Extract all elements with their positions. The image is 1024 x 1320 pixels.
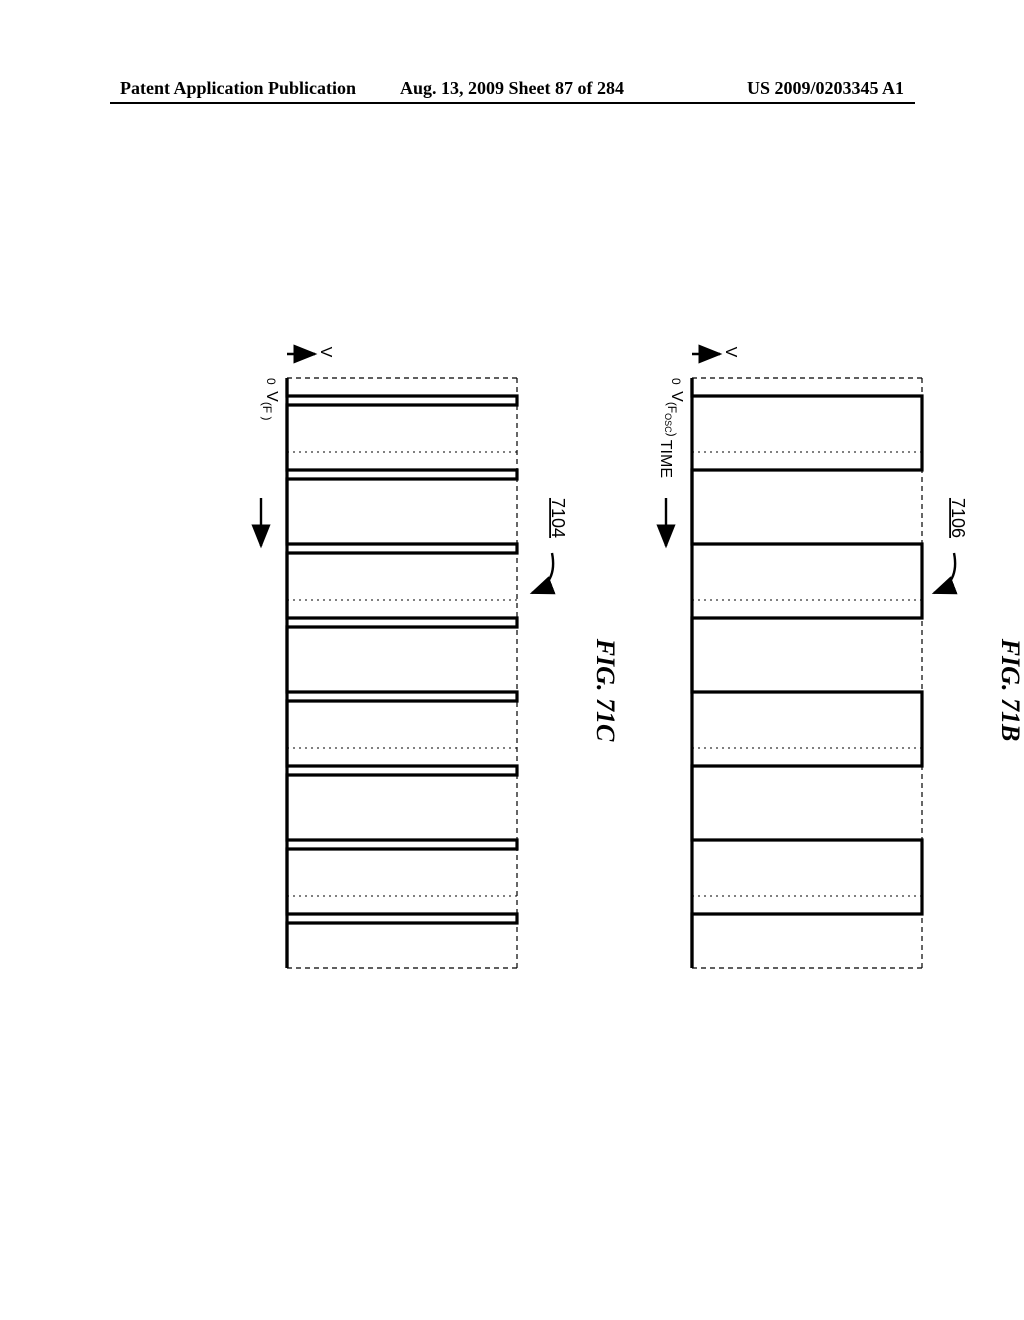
svg-text:7106: 7106 bbox=[948, 498, 968, 538]
svg-text:FIG. 71C: FIG. 71C bbox=[591, 638, 620, 742]
header-rule bbox=[110, 102, 915, 104]
svg-text:0 V(F ): 0 V(F ) bbox=[260, 378, 280, 420]
svg-text:FIG. 71B: FIG. 71B bbox=[996, 638, 1024, 742]
svg-text:TIME: TIME bbox=[657, 440, 674, 478]
svg-text:7104: 7104 bbox=[548, 498, 568, 538]
header-right: US 2009/0203345 A1 bbox=[747, 78, 904, 99]
page-container: Patent Application Publication Aug. 13, … bbox=[0, 0, 1024, 1320]
svg-text:V: V bbox=[722, 347, 739, 358]
figure-drawing-area: FIG. 71B 7106 V TIME 0 V(FOSC) FIG. 71C 7104 V 0… bbox=[0, 140, 1024, 1240]
header-left: Patent Application Publication bbox=[120, 78, 356, 99]
header-mid: Aug. 13, 2009 Sheet 87 of 284 bbox=[400, 78, 624, 99]
svg-text:0 V(FOSC): 0 V(FOSC) bbox=[663, 378, 685, 437]
svg-text:V: V bbox=[317, 347, 334, 358]
